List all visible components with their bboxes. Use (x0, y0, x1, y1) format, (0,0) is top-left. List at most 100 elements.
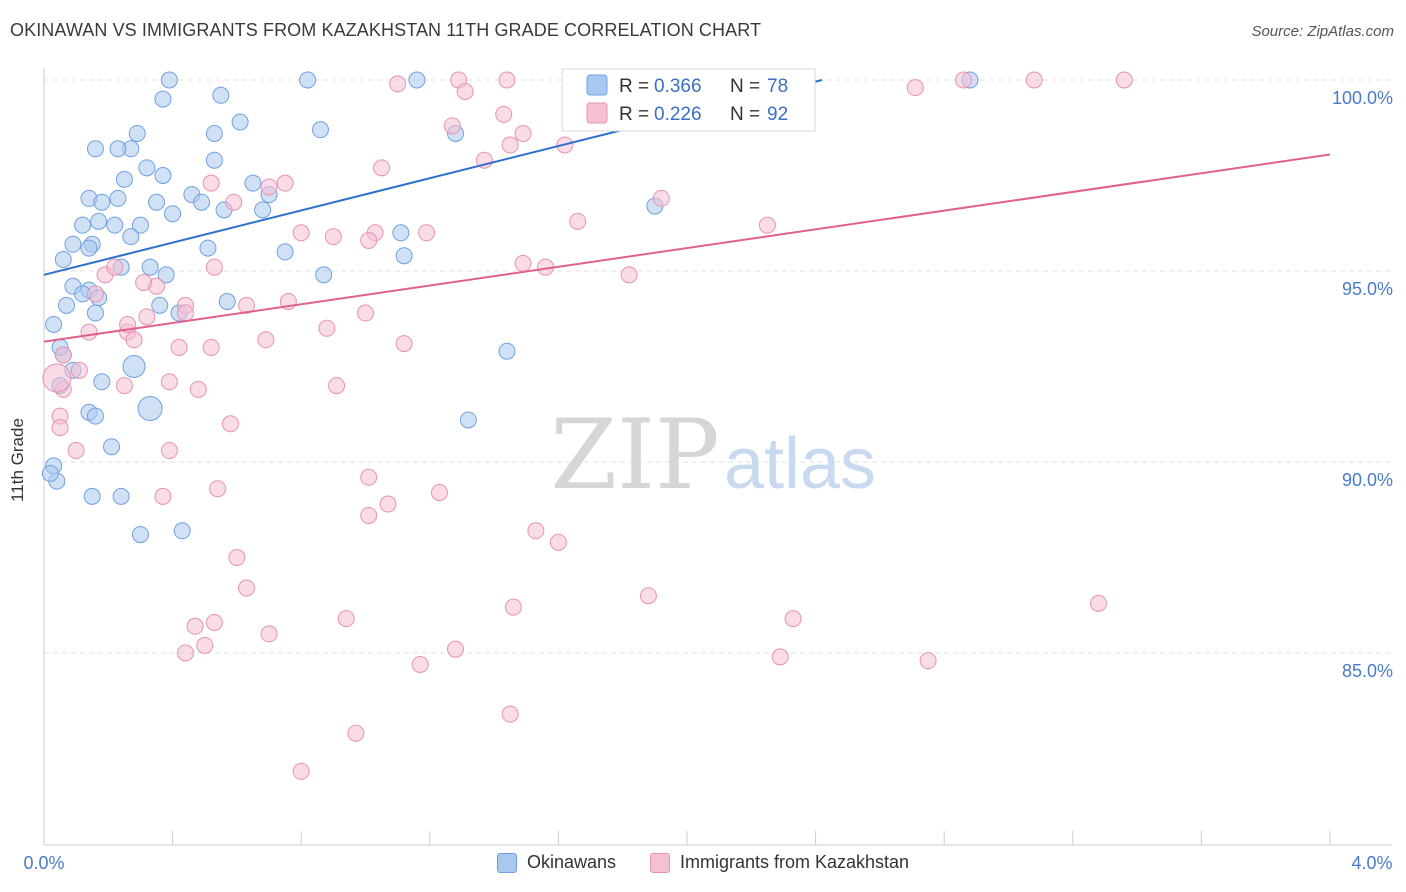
data-points (41, 71, 1133, 780)
legend-stats-n-label-okinawans: N = (730, 76, 760, 97)
source-label: Source: ZipAtlas.com (1251, 23, 1394, 40)
data-point-kazakhstan (495, 105, 513, 123)
legend-stats-n-okinawans: 78 (767, 76, 788, 97)
data-point-kazakhstan (1025, 71, 1043, 89)
data-point-okinawans (112, 487, 130, 505)
legend-stats-swatch-kazakhstan (586, 102, 608, 124)
data-point-kazakhstan (360, 506, 378, 524)
y-tick-label: 100.0% (1332, 88, 1393, 108)
data-point-okinawans (395, 247, 413, 265)
chart-title: OKINAWAN VS IMMIGRANTS FROM KAZAKHSTAN 1… (10, 20, 762, 40)
data-point-okinawans (205, 151, 223, 169)
data-point-okinawans (58, 296, 76, 314)
data-point-kazakhstan (324, 228, 342, 246)
data-point-kazakhstan (501, 136, 519, 154)
data-point-kazakhstan (620, 266, 638, 284)
data-point-okinawans (64, 235, 82, 253)
axes (43, 68, 1392, 846)
data-point-kazakhstan (389, 75, 407, 93)
data-point-kazakhstan (221, 415, 239, 433)
legend-label-kazakhstan: Immigrants from Kazakhstan (679, 852, 910, 872)
data-point-okinawans (103, 438, 121, 456)
data-point-okinawans (148, 193, 166, 211)
data-point-kazakhstan (276, 174, 294, 192)
data-point-kazakhstan (238, 579, 256, 597)
data-point-okinawans (138, 159, 156, 177)
data-point-kazakhstan (569, 212, 587, 230)
data-point-okinawans (173, 522, 191, 540)
data-point-kazakhstan (154, 487, 172, 505)
data-point-okinawans (218, 293, 236, 311)
data-point-kazakhstan (202, 174, 220, 192)
data-point-okinawans (311, 121, 329, 139)
data-point-kazakhstan (430, 484, 448, 502)
data-point-okinawans (141, 258, 159, 276)
x-tick-label: 4.0% (1351, 853, 1392, 873)
data-point-okinawans (86, 304, 104, 322)
data-point-okinawans (151, 296, 169, 314)
y-tick-label: 85.0% (1342, 661, 1393, 681)
data-point-kazakhstan (360, 231, 378, 249)
data-point-okinawans (115, 170, 133, 188)
data-point-kazakhstan (209, 480, 227, 498)
data-point-kazakhstan (418, 224, 436, 242)
legend: Okinawans Immigrants from Kazakhstan (0, 852, 1406, 873)
data-point-kazakhstan (443, 117, 461, 135)
data-point-okinawans (154, 90, 172, 108)
data-point-kazakhstan (176, 644, 194, 662)
data-point-kazakhstan (70, 361, 88, 379)
data-point-okinawans (109, 140, 127, 158)
data-point-okinawans (154, 167, 172, 184)
data-point-kazakhstan (51, 419, 69, 437)
data-point-kazakhstan (260, 178, 278, 196)
data-point-kazakhstan (189, 380, 207, 398)
data-point-kazakhstan (395, 335, 413, 353)
tick-labels: 85.0% 90.0% 95.0% 100.0% 0.0% 4.0% (23, 88, 1393, 873)
data-point-kazakhstan (1115, 71, 1133, 89)
legend-item-okinawans[interactable]: Okinawans (496, 852, 616, 873)
data-point-okinawans (244, 174, 262, 192)
y-tick-label: 95.0% (1342, 279, 1393, 299)
data-point-okinawans (157, 266, 175, 284)
data-point-kazakhstan (228, 549, 246, 566)
data-point-kazakhstan (135, 273, 153, 291)
data-point-okinawans (231, 113, 249, 131)
data-point-okinawans (212, 86, 230, 104)
x-tick-label: 0.0% (23, 853, 64, 873)
data-point-kazakhstan (514, 124, 532, 142)
data-point-okinawans (459, 411, 477, 429)
data-point-okinawans (160, 71, 178, 89)
data-point-kazakhstan (225, 193, 243, 211)
data-point-okinawans (131, 526, 149, 544)
data-point-kazakhstan (906, 79, 924, 97)
legend-swatch-kazakhstan (649, 852, 670, 873)
data-point-kazakhstan (205, 613, 223, 631)
data-point-kazakhstan (498, 71, 516, 89)
data-point-okinawans (80, 239, 98, 257)
data-point-kazakhstan (54, 346, 72, 364)
data-point-okinawans (205, 124, 223, 142)
data-point-kazakhstan (318, 319, 336, 337)
data-point-kazakhstan (42, 363, 72, 393)
data-point-kazakhstan (784, 610, 802, 628)
data-point-kazakhstan (652, 189, 670, 207)
legend-stats-r-label-kazakhstan: R = (619, 104, 649, 125)
data-point-kazakhstan (514, 254, 532, 272)
data-point-kazakhstan (360, 468, 378, 486)
data-point-kazakhstan (292, 224, 310, 242)
data-point-kazakhstan (138, 308, 156, 326)
data-point-okinawans (128, 124, 146, 142)
data-point-kazakhstan (86, 285, 104, 303)
legend-item-kazakhstan[interactable]: Immigrants from Kazakhstan (649, 852, 910, 873)
data-point-kazakhstan (549, 533, 567, 551)
data-point-kazakhstan (160, 442, 178, 460)
data-point-kazakhstan (80, 323, 98, 341)
legend-stats-r-kazakhstan: 0.226 (654, 104, 702, 125)
data-point-okinawans (131, 216, 149, 234)
data-point-okinawans (498, 342, 516, 360)
data-point-kazakhstan (205, 258, 223, 276)
data-point-okinawans (86, 407, 104, 425)
legend-stats-r-okinawans: 0.366 (654, 76, 702, 97)
data-point-kazakhstan (504, 598, 522, 616)
